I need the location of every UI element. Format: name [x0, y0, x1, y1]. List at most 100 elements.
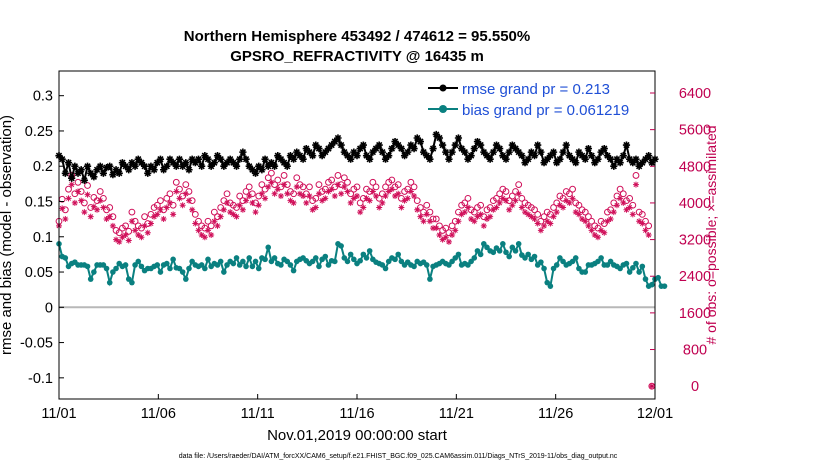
assimilated-obs-marker — [322, 195, 329, 202]
rmse-point — [232, 162, 241, 170]
possible-obs-marker — [585, 213, 592, 221]
assimilated-obs-marker — [395, 190, 402, 197]
rmse-point — [480, 148, 488, 156]
bias-point — [167, 265, 173, 272]
bias-point — [233, 255, 240, 261]
assimilated-obs-marker — [499, 195, 506, 202]
rmse-point — [366, 155, 374, 163]
x-tick-label: 11/21 — [439, 406, 474, 422]
assimilated-obs-marker — [109, 222, 116, 229]
assimilated-obs-marker — [81, 209, 88, 216]
assimilated-obs-marker — [350, 195, 357, 202]
rmse-point — [198, 162, 206, 170]
assimilated-obs-marker — [296, 190, 303, 197]
rmse-point — [572, 159, 580, 167]
assimilated-obs-marker — [287, 197, 294, 204]
assimilated-obs-marker — [246, 193, 253, 200]
possible-obs-marker — [619, 190, 627, 198]
possible-obs-marker — [242, 188, 250, 195]
rmse-point — [464, 155, 472, 163]
rmse-point — [261, 155, 269, 163]
bias-point — [500, 241, 506, 247]
rmse-point — [416, 137, 425, 146]
bias-point — [347, 251, 354, 258]
assimilated-obs-marker — [604, 218, 611, 225]
assimilated-obs-marker — [512, 197, 519, 204]
assimilated-obs-marker — [610, 209, 617, 216]
bias-point — [661, 283, 668, 289]
possible-obs-marker — [356, 199, 364, 207]
bias-point — [506, 253, 512, 260]
rmse-point — [106, 162, 114, 170]
assimilated-obs-marker — [103, 215, 110, 222]
assimilated-obs-marker — [182, 190, 189, 197]
rmse-point — [381, 155, 390, 163]
assimilated-obs-marker — [125, 237, 132, 244]
assimilated-obs-marker — [404, 195, 411, 202]
rmse-point — [283, 162, 291, 170]
possible-obs-marker — [638, 210, 646, 218]
rmse-point — [71, 162, 79, 170]
assimilated-obs-marker — [78, 197, 85, 204]
rmse-point — [99, 169, 107, 177]
assimilated-obs-marker — [208, 232, 215, 238]
rmse-point — [293, 148, 301, 156]
assimilated-obs-marker — [84, 191, 91, 198]
bias-point — [290, 267, 297, 274]
bias-point — [163, 260, 170, 267]
assimilated-obs-marker — [75, 188, 82, 195]
bias-point — [135, 258, 142, 265]
bias-point — [344, 258, 351, 265]
assimilated-obs-marker — [537, 227, 544, 234]
possible-obs-marker — [540, 213, 548, 221]
assimilated-obs-marker — [309, 206, 316, 213]
possible-obs-marker — [448, 222, 456, 230]
rmse-point — [565, 152, 574, 160]
assimilated-obs-marker — [363, 195, 370, 202]
y-tick-label: 0.15 — [25, 194, 53, 210]
assimilated-obs-marker — [480, 222, 487, 229]
assimilated-obs-marker — [344, 188, 351, 195]
rmse-point — [150, 166, 158, 174]
assimilated-obs-marker — [360, 204, 367, 211]
bias-point — [538, 259, 544, 265]
rmse-point — [369, 148, 377, 156]
rmse-point — [470, 144, 478, 153]
rmse-point — [90, 173, 98, 181]
y2-axis-label: # of obs: o=possible; ×=assimilated — [703, 125, 719, 344]
assimilated-obs-marker — [613, 202, 620, 209]
y2-tick-label: 3200 — [679, 233, 711, 249]
assimilated-obs-marker — [192, 220, 199, 227]
bias-point — [357, 257, 363, 264]
assimilated-obs-marker — [636, 218, 643, 225]
possible-obs-marker — [299, 183, 307, 191]
assimilated-obs-marker — [293, 183, 300, 190]
assimilated-obs-marker — [531, 215, 538, 222]
assimilated-obs-marker — [601, 229, 608, 236]
rmse-point — [638, 159, 646, 167]
bias-point — [325, 262, 332, 268]
rmse-point — [648, 159, 656, 167]
rmse-point — [508, 141, 516, 149]
possible-obs-marker — [172, 178, 180, 186]
assimilated-obs-marker — [607, 215, 614, 222]
rmse-point — [524, 155, 532, 163]
rmse-point — [296, 152, 304, 160]
assimilated-obs-marker — [300, 193, 307, 200]
rmse-point — [210, 159, 218, 167]
rmse-point — [68, 174, 76, 182]
data-file-footnote: data file: /Users/raeder/DAI/ATM_forcXX/… — [179, 453, 618, 460]
y2-axis-ticks: 6400 5600 4800 4000 3200 2400 1600 800 0 — [650, 86, 711, 395]
assimilated-obs-marker — [496, 199, 503, 206]
rmse-point — [245, 162, 253, 170]
rmse-point — [505, 148, 513, 156]
possible-obs-marker — [502, 188, 510, 195]
rmse-point — [179, 162, 187, 170]
rmse-point — [407, 141, 415, 149]
rmse-point — [521, 159, 529, 167]
rmse-point — [423, 152, 431, 160]
assimilated-obs-marker — [398, 204, 405, 211]
rmse-point — [600, 144, 608, 153]
rmse-point — [312, 141, 320, 149]
rmse-series — [55, 130, 659, 185]
